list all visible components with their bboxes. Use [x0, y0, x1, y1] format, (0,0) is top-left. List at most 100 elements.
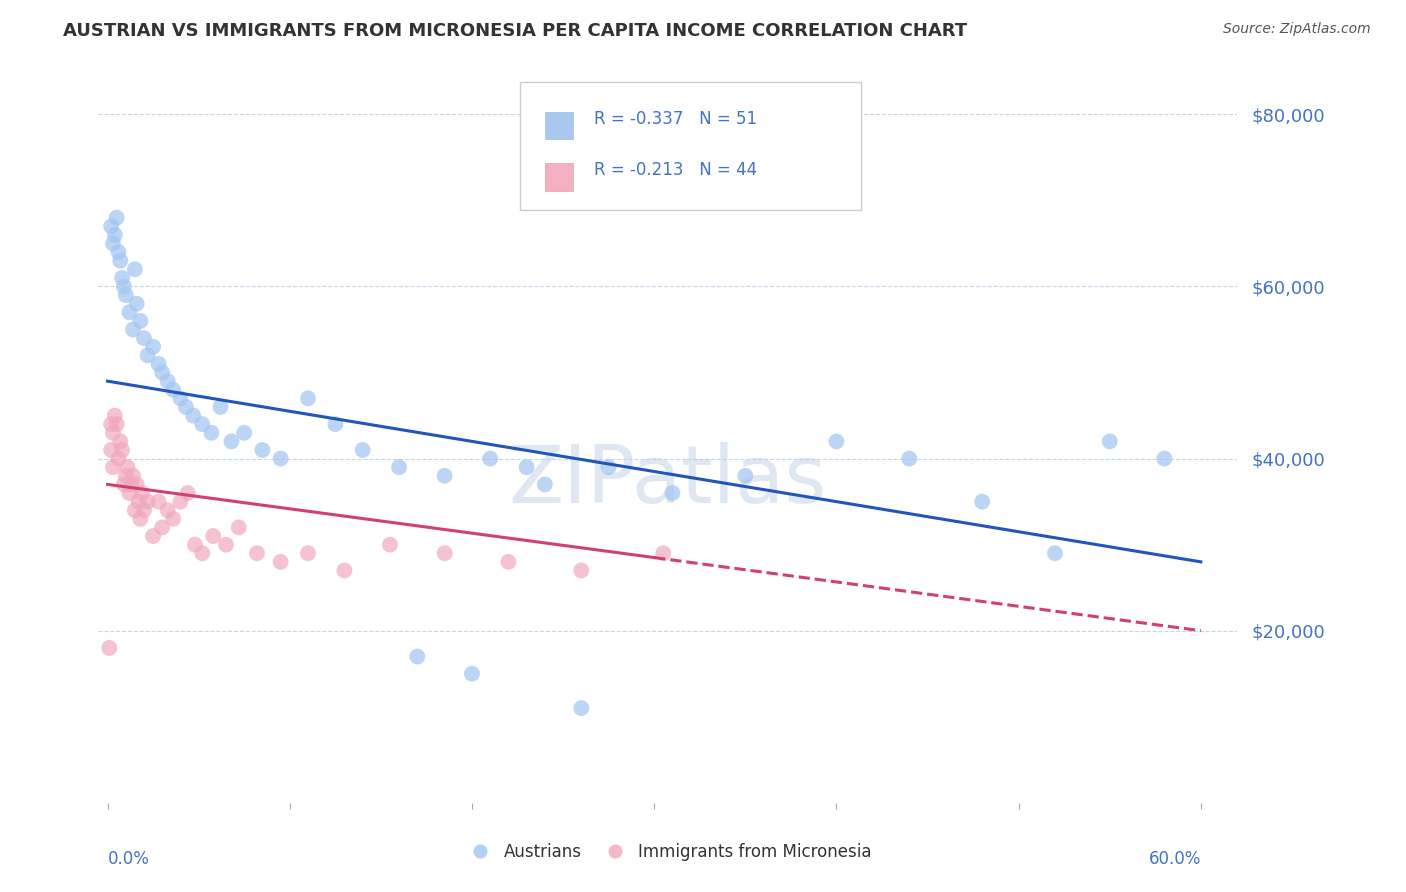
- Point: [898, 451, 921, 466]
- Point: [150, 366, 173, 380]
- Point: [734, 468, 756, 483]
- Text: 60.0%: 60.0%: [1149, 850, 1201, 868]
- Point: [128, 494, 150, 508]
- Point: [209, 400, 232, 414]
- Point: [569, 701, 592, 715]
- Point: [270, 451, 292, 466]
- Point: [162, 383, 184, 397]
- Point: [110, 253, 132, 268]
- Point: [100, 442, 122, 457]
- Point: [598, 460, 620, 475]
- Point: [169, 392, 191, 406]
- Point: [150, 520, 173, 534]
- Point: [323, 417, 346, 432]
- Point: [142, 340, 165, 354]
- Point: [270, 555, 292, 569]
- Point: [100, 417, 122, 432]
- Point: [131, 486, 153, 500]
- Point: [174, 400, 197, 414]
- Point: [406, 649, 429, 664]
- Point: [112, 279, 135, 293]
- Point: [105, 417, 128, 432]
- Point: [107, 245, 129, 260]
- Point: [111, 271, 134, 285]
- Point: [142, 529, 165, 543]
- Point: [129, 314, 152, 328]
- Point: [101, 236, 124, 251]
- Point: [378, 538, 401, 552]
- Point: [129, 512, 152, 526]
- Point: [100, 219, 122, 234]
- Point: [118, 305, 141, 319]
- Point: [177, 486, 200, 500]
- Text: 0.0%: 0.0%: [107, 850, 149, 868]
- Text: R = -0.337   N = 51: R = -0.337 N = 51: [593, 110, 756, 128]
- Point: [114, 288, 136, 302]
- Point: [228, 520, 250, 534]
- Point: [101, 460, 124, 475]
- Point: [118, 486, 141, 500]
- Point: [184, 538, 207, 552]
- FancyBboxPatch shape: [546, 163, 574, 191]
- Point: [148, 494, 170, 508]
- Point: [181, 409, 204, 423]
- Point: [124, 503, 146, 517]
- Text: ZIPatlas: ZIPatlas: [509, 442, 827, 520]
- Point: [156, 374, 179, 388]
- Point: [333, 564, 356, 578]
- Point: [104, 409, 127, 423]
- Point: [132, 503, 155, 517]
- FancyBboxPatch shape: [546, 112, 574, 139]
- Text: Source: ZipAtlas.com: Source: ZipAtlas.com: [1223, 22, 1371, 37]
- Point: [114, 468, 136, 483]
- Point: [120, 477, 142, 491]
- Point: [202, 529, 225, 543]
- Text: R = -0.213   N = 44: R = -0.213 N = 44: [593, 161, 756, 179]
- Point: [122, 468, 145, 483]
- Point: [661, 486, 683, 500]
- Point: [125, 296, 148, 310]
- Point: [825, 434, 848, 449]
- Point: [252, 442, 274, 457]
- Point: [98, 640, 121, 655]
- Legend: Austrians, Immigrants from Micronesia: Austrians, Immigrants from Micronesia: [457, 837, 879, 868]
- Point: [652, 546, 675, 560]
- Point: [162, 512, 184, 526]
- Point: [105, 211, 128, 225]
- Point: [112, 477, 135, 491]
- Point: [297, 546, 319, 560]
- Point: [215, 538, 238, 552]
- Text: AUSTRIAN VS IMMIGRANTS FROM MICRONESIA PER CAPITA INCOME CORRELATION CHART: AUSTRIAN VS IMMIGRANTS FROM MICRONESIA P…: [63, 22, 967, 40]
- Point: [156, 503, 179, 517]
- Point: [516, 460, 538, 475]
- Point: [388, 460, 411, 475]
- Point: [246, 546, 269, 560]
- Point: [169, 494, 191, 508]
- Point: [117, 460, 139, 475]
- Point: [352, 442, 374, 457]
- Point: [1043, 546, 1066, 560]
- Point: [569, 564, 592, 578]
- Point: [433, 468, 456, 483]
- Point: [479, 451, 502, 466]
- Point: [498, 555, 520, 569]
- Point: [1098, 434, 1121, 449]
- Point: [191, 546, 214, 560]
- Point: [433, 546, 456, 560]
- Point: [221, 434, 243, 449]
- Point: [233, 425, 256, 440]
- Point: [122, 322, 145, 336]
- Point: [1153, 451, 1175, 466]
- FancyBboxPatch shape: [520, 82, 862, 211]
- Point: [125, 477, 148, 491]
- Point: [200, 425, 222, 440]
- Point: [191, 417, 214, 432]
- Point: [110, 434, 132, 449]
- Point: [972, 494, 994, 508]
- Point: [148, 357, 170, 371]
- Point: [136, 494, 159, 508]
- Point: [111, 442, 134, 457]
- Point: [107, 451, 129, 466]
- Point: [534, 477, 557, 491]
- Point: [101, 425, 124, 440]
